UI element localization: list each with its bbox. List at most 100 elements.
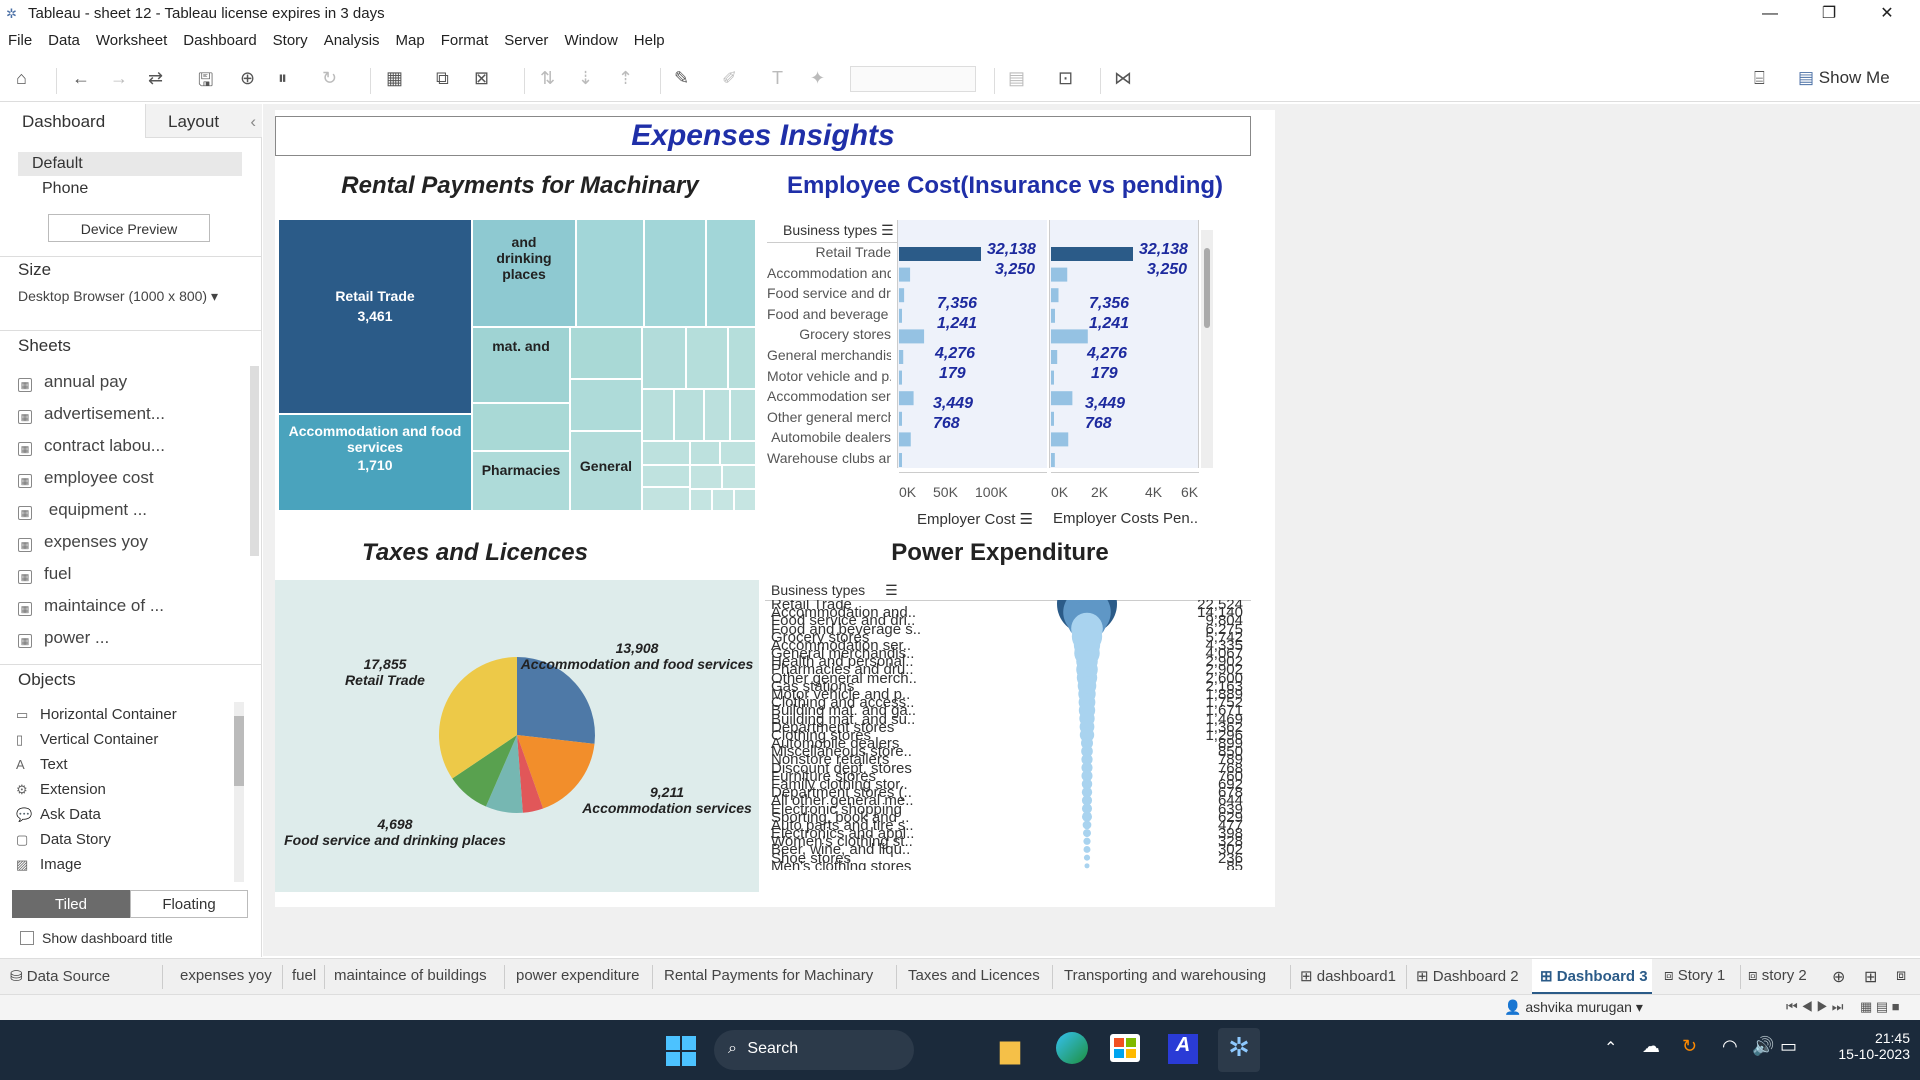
- treemap-cell[interactable]: [473, 404, 569, 450]
- menu-file[interactable]: File: [0, 30, 40, 51]
- duplicate-icon[interactable]: ⧉: [436, 68, 449, 89]
- tab-fuel[interactable]: fuel: [292, 967, 316, 984]
- power-mark[interactable]: [1083, 838, 1090, 845]
- power-mark[interactable]: [1083, 829, 1091, 837]
- employee-pending-bar[interactable]: [1051, 432, 1068, 446]
- swap-icon[interactable]: ⇅: [540, 68, 555, 89]
- menu-map[interactable]: Map: [388, 30, 433, 51]
- treemap-cell[interactable]: [643, 442, 689, 464]
- taskbar-search[interactable]: ⌕ Search: [714, 1030, 914, 1070]
- tab-rental-payments[interactable]: Rental Payments for Machinary: [664, 967, 873, 984]
- chevron-up-icon[interactable]: ⌃: [1604, 1038, 1617, 1058]
- sheet-item[interactable]: ▦ maintaince of ...: [18, 596, 164, 616]
- menu-window[interactable]: Window: [556, 30, 625, 51]
- floating-button[interactable]: Floating: [130, 890, 248, 918]
- treemap-cell[interactable]: [729, 328, 755, 388]
- home-icon[interactable]: ⌂: [16, 68, 27, 89]
- employee-bar[interactable]: [899, 432, 911, 446]
- objects-scrollbar[interactable]: [234, 702, 244, 882]
- save-icon[interactable]: 🖫: [198, 68, 213, 98]
- menu-story[interactable]: Story: [265, 30, 316, 51]
- treemap-cell-drinking[interactable]: and drinking places: [473, 220, 575, 326]
- tab-dashboard-2[interactable]: ⊞ Dashboard 2: [1416, 967, 1519, 985]
- share-icon[interactable]: ⋈: [1114, 68, 1132, 89]
- clock[interactable]: 21:45 15-10-2023: [1820, 1030, 1910, 1062]
- employee-pending-bar[interactable]: [1051, 350, 1057, 364]
- sheet-item[interactable]: ▦ fuel: [18, 564, 71, 584]
- employee-chart[interactable]: Business types ☰ Retail Trade Accommodati…: [767, 220, 1253, 530]
- treemap-cell[interactable]: [643, 488, 689, 510]
- treemap-cell[interactable]: [691, 490, 711, 510]
- treemap-cell[interactable]: [571, 380, 641, 430]
- employee-bar[interactable]: [899, 350, 903, 364]
- treemap-cell[interactable]: [707, 220, 755, 326]
- power-mark[interactable]: [1085, 863, 1090, 868]
- new-worksheet-icon[interactable]: ▦: [386, 68, 403, 89]
- sheet-navigation[interactable]: ⏮ ◀ ▶ ⏭: [1786, 999, 1843, 1015]
- start-icon[interactable]: [666, 1036, 696, 1066]
- sync-icon[interactable]: ↻: [1682, 1036, 1697, 1057]
- tab-maintaince-of-buildings[interactable]: maintaince of buildings: [334, 967, 487, 984]
- menu-server[interactable]: Server: [496, 30, 556, 51]
- sheet-item[interactable]: ▦ advertisement...: [18, 404, 165, 424]
- power-mark[interactable]: [1083, 821, 1092, 830]
- size-dropdown[interactable]: Desktop Browser (1000 x 800) ▾: [18, 288, 218, 305]
- redo-icon[interactable]: →: [110, 68, 128, 89]
- sheets-scrollbar[interactable]: [250, 366, 259, 556]
- object-image[interactable]: ▨ Image: [16, 856, 82, 873]
- object-ask-data[interactable]: 💬 Ask Data: [16, 806, 101, 823]
- tab-dashboard[interactable]: Dashboard: [0, 104, 145, 138]
- new-sheet-icon[interactable]: ⊕: [1832, 967, 1845, 987]
- treemap-cell-mat[interactable]: mat. and: [473, 328, 569, 402]
- treemap-cell-general[interactable]: General: [571, 432, 641, 510]
- menu-worksheet[interactable]: Worksheet: [88, 30, 175, 51]
- edge-icon[interactable]: [1056, 1032, 1088, 1064]
- employee-pending-bar[interactable]: [1051, 371, 1054, 385]
- sheet-item[interactable]: ▦ annual pay: [18, 372, 127, 392]
- show-me-button[interactable]: ▤ Show Me: [1798, 68, 1890, 88]
- sheet-item[interactable]: ▦ employee cost: [18, 468, 154, 488]
- clear-icon[interactable]: ⊠: [474, 68, 489, 89]
- employee-bar[interactable]: [899, 268, 910, 282]
- menu-data[interactable]: Data: [40, 30, 88, 51]
- replay-icon[interactable]: ⇄: [148, 68, 163, 89]
- employee-bar[interactable]: [899, 371, 902, 385]
- cloud-icon[interactable]: ☁: [1642, 1036, 1660, 1057]
- tab-taxes-and-licences[interactable]: Taxes and Licences: [908, 967, 1040, 984]
- tab-data-source[interactable]: ⛁ Data Source: [10, 967, 110, 985]
- file-explorer-icon[interactable]: ▆: [1000, 1034, 1020, 1065]
- minimize-icon[interactable]: —: [1747, 2, 1793, 26]
- treemap-cell[interactable]: [643, 328, 685, 388]
- tiled-button[interactable]: Tiled: [12, 890, 130, 918]
- battery-icon[interactable]: ▭: [1780, 1036, 1797, 1057]
- employee-bar[interactable]: [899, 288, 904, 302]
- store-icon[interactable]: [1110, 1034, 1140, 1062]
- tab-transporting-and-warehousing[interactable]: Transporting and warehousing: [1064, 967, 1266, 984]
- power-header[interactable]: Business types ☰: [771, 582, 898, 599]
- treemap-cell-accommodation[interactable]: Accommodation and food services 1,710: [279, 415, 471, 510]
- employee-pending-bar[interactable]: [1051, 247, 1133, 261]
- close-icon[interactable]: ✕: [1864, 2, 1910, 26]
- power-mark[interactable]: [1082, 812, 1092, 822]
- tab-expenses-yoy[interactable]: expenses yoy: [180, 967, 272, 984]
- treemap-cell[interactable]: [643, 390, 673, 440]
- taxes-chart[interactable]: 17,855 Retail Trade 13,908 Accommodation a…: [275, 580, 759, 892]
- treemap-cell[interactable]: [691, 466, 721, 488]
- object-horizontal-container[interactable]: ▭ Horizontal Container: [16, 706, 177, 723]
- treemap-chart[interactable]: Retail Trade 3,461 Accommodation and food…: [279, 220, 755, 510]
- treemap-cell[interactable]: [713, 490, 733, 510]
- employee-bar[interactable]: [899, 391, 914, 405]
- new-dashboard-icon[interactable]: ⊞: [1864, 967, 1877, 987]
- sort-desc-icon[interactable]: ⇡: [618, 68, 633, 89]
- power-mark[interactable]: [1084, 846, 1091, 853]
- treemap-cell[interactable]: [645, 220, 705, 326]
- sheet-item[interactable]: ▦ contract labou...: [18, 436, 165, 456]
- menu-dashboard[interactable]: Dashboard: [175, 30, 264, 51]
- presentation-icon[interactable]: ⊡: [1058, 68, 1073, 89]
- treemap-cell[interactable]: [675, 390, 703, 440]
- treemap-cell[interactable]: [735, 490, 755, 510]
- tableau-taskbar-icon[interactable]: ✲: [1218, 1028, 1260, 1072]
- user-menu[interactable]: 👤 ashvika murugan ▾: [1504, 999, 1643, 1016]
- treemap-cell[interactable]: [643, 466, 689, 486]
- device-preview-button[interactable]: Device Preview: [48, 214, 210, 242]
